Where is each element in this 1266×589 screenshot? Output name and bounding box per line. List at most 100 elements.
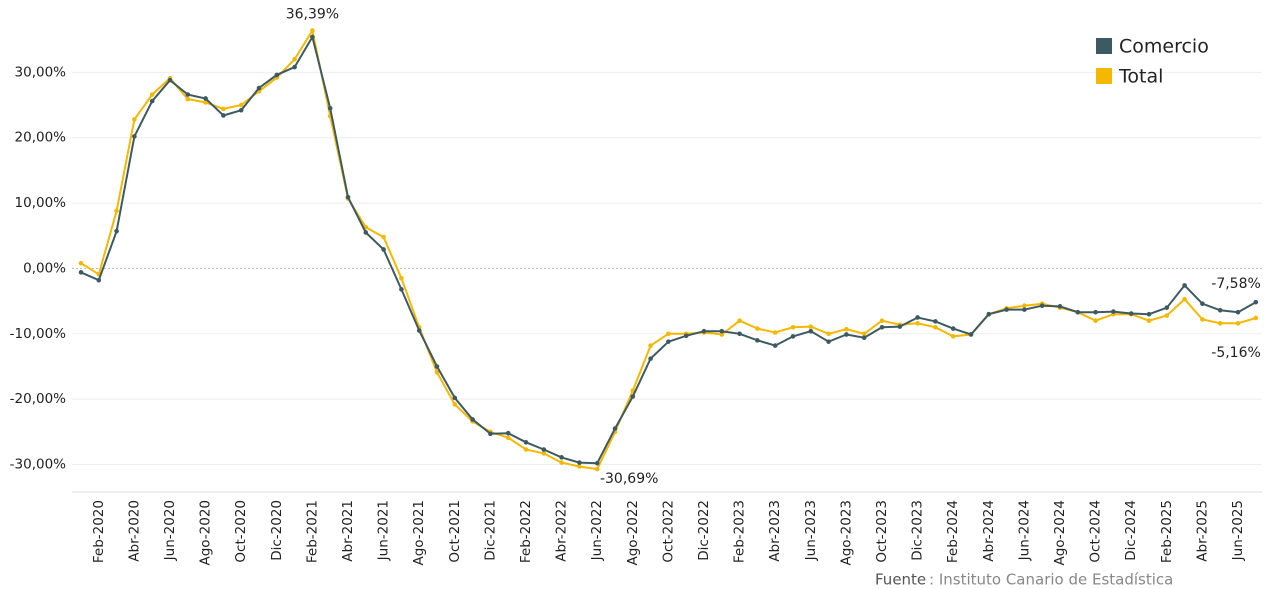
point [345,194,351,200]
x-tick-label: Dic-2022 [696,500,712,561]
point [1217,307,1223,313]
x-tick-label: Ago-2021 [411,500,427,566]
x-tick-label: Jun-2025 [1230,500,1246,561]
line-series [80,27,1257,471]
point [594,460,600,466]
point [826,331,831,337]
point [577,464,582,469]
point [470,417,475,422]
x-tick-label: Feb-2021 [304,500,320,563]
x-tick-label: Dic-2020 [269,500,285,561]
point [933,324,938,330]
x-tick-label: Oct-2020 [233,500,249,563]
point [310,28,315,33]
x-tick-label: Abr-2025 [1194,500,1210,562]
point [790,334,796,339]
point [844,326,849,332]
data-label: 36,39% [286,7,339,23]
point [381,234,386,240]
x-tick-label: Oct-2022 [660,500,676,563]
point [1057,304,1063,309]
point [879,318,885,324]
point [523,447,529,452]
point [256,85,262,91]
point [701,328,707,334]
x-tick-label: Dic-2021 [482,500,498,561]
point [434,364,440,369]
point [167,77,173,83]
data-label: -30,69% [600,471,658,487]
point [132,134,137,139]
point [238,102,244,108]
y-tick-label: 0,00% [23,260,66,276]
x-tick-label: Jun-2023 [803,500,819,561]
x-tick-label: Feb-2020 [91,500,107,563]
point [1039,303,1045,308]
point [452,395,458,401]
point [1235,321,1241,326]
point [381,247,386,252]
point [96,277,102,283]
data-label: -7,58% [1211,276,1261,292]
point [1022,307,1027,312]
point [203,100,208,105]
point [221,113,226,118]
legend-swatch [1096,38,1112,54]
point [897,324,903,329]
point [1200,301,1205,307]
point [755,326,760,331]
point [719,332,725,337]
x-tick-label: Abr-2023 [767,500,783,562]
point [149,98,155,104]
point [434,370,440,375]
point [612,426,618,431]
x-tick-label: Jun-2020 [162,500,178,561]
point [559,460,564,465]
x-tick-label: Dic-2023 [910,500,926,561]
x-tick-label: Oct-2021 [447,500,463,563]
point [149,92,155,97]
point [683,333,689,339]
point [1235,309,1241,315]
point [1004,307,1009,312]
point [879,324,885,330]
point [1182,296,1187,302]
point [1200,317,1205,322]
point [1075,309,1081,315]
point [327,105,333,111]
point [861,335,867,341]
point [1111,309,1116,314]
point [292,64,297,70]
x-tick-label: Ago-2023 [838,500,854,566]
point [559,455,564,460]
point [114,208,119,214]
point [310,34,315,40]
source-label: Fuente [875,571,926,589]
point [577,460,582,465]
point [1093,309,1098,315]
point [1093,318,1098,324]
point [1164,305,1170,310]
legend-label: Comercio [1119,36,1209,58]
point [1146,318,1152,324]
point [933,319,938,324]
point [292,56,297,62]
point [968,332,974,337]
point [719,328,725,334]
x-tick-label: Ago-2022 [625,500,641,566]
x-tick-label: Jun-2024 [1016,500,1032,561]
x-tick-label: Oct-2023 [874,500,890,563]
point [238,107,244,113]
point [986,311,992,317]
point [808,328,814,334]
point [1182,283,1187,288]
point [950,334,956,339]
point [399,287,404,292]
y-tick-label: -20,00% [10,391,67,407]
point [523,440,529,445]
point [1146,311,1152,317]
x-tick-label: Oct-2024 [1088,500,1104,563]
y-tick-label: 10,00% [15,195,67,211]
x-tick-label: Ago-2020 [198,500,214,566]
point [808,324,814,329]
